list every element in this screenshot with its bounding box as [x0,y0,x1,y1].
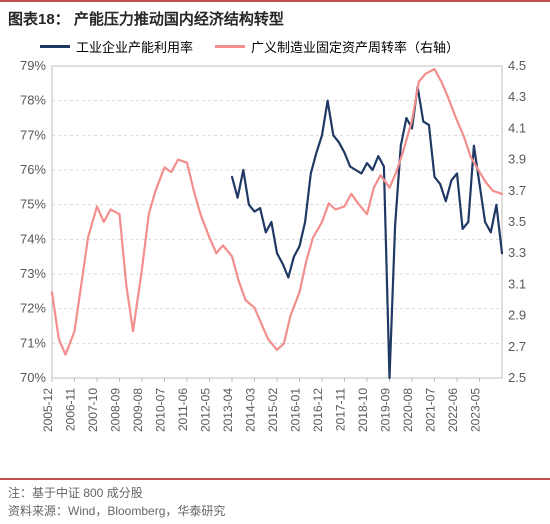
svg-text:73%: 73% [20,266,46,281]
legend-swatch-1 [40,45,70,48]
legend-label-1: 工业企业产能利用率 [76,37,193,56]
svg-text:2012-05: 2012-05 [199,388,213,432]
svg-text:2010-07: 2010-07 [154,388,168,432]
title-prefix: 图表18： [8,11,70,28]
svg-text:2013-04: 2013-04 [221,388,235,432]
svg-text:72%: 72% [20,301,46,316]
chart-svg: 70% 71% 72% 73% 74% 75% 76% 77% 78% 79% 2.5 2.7 2.9 3… [0,58,550,478]
svg-text:2021-07: 2021-07 [424,388,438,432]
footnote-source: 资料来源：Wind，Bloomberg，华泰研究 [8,502,542,520]
svg-text:4.3: 4.3 [508,89,526,104]
title-text: 产能压力推动国内经济结构转型 [74,11,284,28]
legend-item-1: 工业企业产能利用率 [40,37,193,56]
svg-text:78%: 78% [20,93,46,108]
svg-text:2016-12: 2016-12 [311,388,325,432]
chart-area: 70% 71% 72% 73% 74% 75% 76% 77% 78% 79% 2.5 2.7 2.9 3… [0,58,550,478]
legend: 工业企业产能利用率 广义制造业固定资产周转率（右轴） [0,33,550,58]
svg-text:2017-11: 2017-11 [334,388,348,431]
svg-text:74%: 74% [20,231,46,246]
footnote-note: 注：基于中证 800 成分股 [8,484,542,502]
svg-text:3.1: 3.1 [508,276,526,291]
svg-text:2022-06: 2022-06 [446,388,460,432]
svg-text:2016-01: 2016-01 [289,388,303,432]
svg-text:3.3: 3.3 [508,245,526,260]
svg-text:3.5: 3.5 [508,214,526,229]
svg-text:4.5: 4.5 [508,58,526,73]
svg-text:2020-08: 2020-08 [401,388,415,432]
legend-swatch-2 [215,45,245,48]
svg-text:2011-06: 2011-06 [176,388,190,431]
svg-text:71%: 71% [20,335,46,350]
svg-text:2019-09: 2019-09 [379,388,393,432]
svg-text:2008-09: 2008-09 [109,388,123,432]
svg-text:2.9: 2.9 [508,308,526,323]
svg-text:75%: 75% [20,197,46,212]
svg-text:4.1: 4.1 [508,120,526,135]
svg-text:2007-10: 2007-10 [86,388,100,432]
legend-item-2: 广义制造业固定资产周转率（右轴） [215,37,459,56]
svg-text:79%: 79% [20,58,46,73]
legend-label-2: 广义制造业固定资产周转率（右轴） [251,37,459,56]
svg-text:76%: 76% [20,162,46,177]
svg-text:2009-08: 2009-08 [131,388,145,432]
svg-text:2.7: 2.7 [508,339,526,354]
svg-text:77%: 77% [20,127,46,142]
svg-text:2006-11: 2006-11 [64,388,78,431]
chart-title: 图表18： 产能压力推动国内经济结构转型 [0,0,550,33]
svg-text:70%: 70% [20,370,46,385]
svg-text:2014-03: 2014-03 [244,388,258,432]
svg-text:2018-10: 2018-10 [356,388,370,432]
svg-text:2005-12: 2005-12 [41,388,55,432]
svg-text:3.9: 3.9 [508,152,526,167]
footnote: 注：基于中证 800 成分股 资料来源：Wind，Bloomberg，华泰研究 [0,478,550,524]
svg-text:2015-02: 2015-02 [266,388,280,432]
svg-text:2023-05: 2023-05 [469,388,483,432]
svg-text:2.5: 2.5 [508,370,526,385]
svg-text:3.7: 3.7 [508,183,526,198]
